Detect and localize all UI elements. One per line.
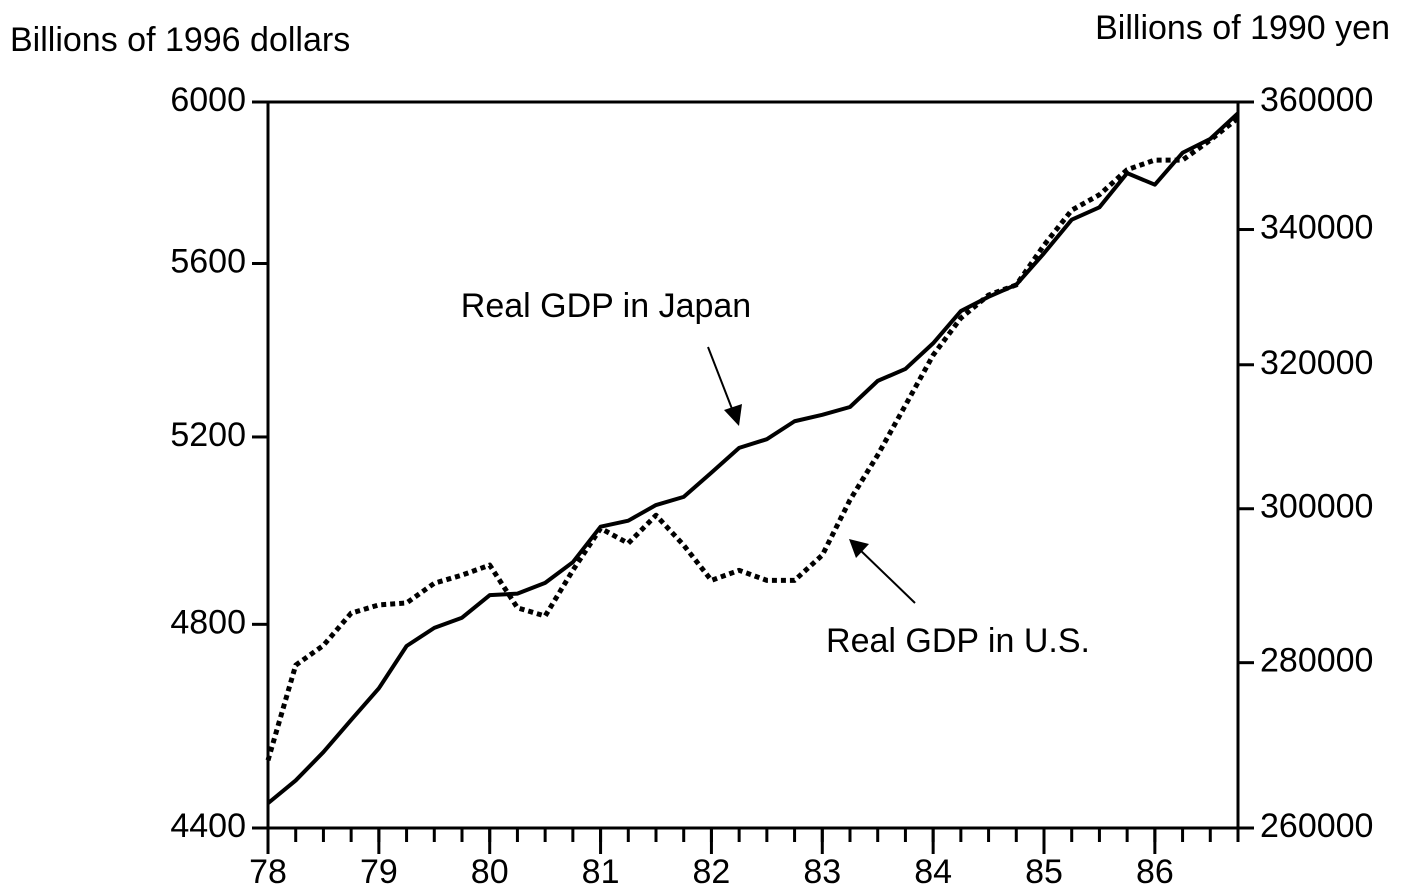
annotation: Real GDP in Japan	[461, 287, 751, 325]
x-tick-label: 79	[360, 853, 398, 890]
plot-frame	[266, 100, 1240, 830]
y2-tick-label: 320000	[1260, 344, 1373, 382]
y-tick-label: 5600	[170, 242, 246, 280]
x-tick-label: 82	[693, 853, 731, 890]
y-axis-label: Billions of 1996 dollars	[10, 21, 350, 59]
x-tick-label: 85	[1025, 853, 1063, 890]
annotation: Real GDP in U.S.	[826, 622, 1090, 660]
x-tick-label: 78	[249, 853, 287, 890]
y-tick-label: 4800	[170, 603, 246, 641]
y2-tick-label: 340000	[1260, 209, 1373, 247]
x-tick-label: 86	[1136, 853, 1174, 890]
series-line	[266, 111, 1240, 805]
y-tick-label: 4400	[170, 807, 246, 845]
y2-axis-label: Billions of 1990 yen	[1095, 9, 1390, 47]
y2-tick-label: 300000	[1260, 488, 1373, 526]
arrow	[849, 539, 916, 604]
y2-tick-label: 280000	[1260, 642, 1373, 680]
y-tick-label: 6000	[170, 81, 246, 119]
x-tick-label: 80	[471, 853, 509, 890]
y-tick-label: 5200	[170, 416, 246, 454]
arrow	[707, 346, 742, 426]
x-tick-label: 84	[914, 853, 952, 890]
x-tick-label: 83	[803, 853, 841, 890]
x-tick-label: 81	[582, 853, 620, 890]
y2-tick-label: 260000	[1260, 807, 1373, 845]
series-line	[265, 116, 1240, 762]
y2-tick-label: 360000	[1260, 81, 1373, 119]
